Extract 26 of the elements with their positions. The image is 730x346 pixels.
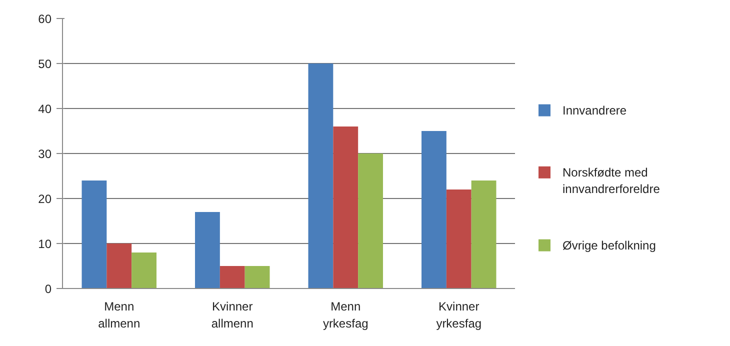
bar: [422, 131, 446, 288]
bar: [308, 64, 334, 288]
y-tick-label: 50: [38, 57, 52, 71]
y-tick-label: 40: [38, 102, 52, 116]
legend-label: Innvandrere: [562, 103, 627, 118]
bar: [244, 266, 270, 288]
bar: [446, 190, 472, 288]
y-tick-label: 20: [38, 192, 52, 206]
legend-label: Norskfødte med innvandrerforeldre: [562, 165, 660, 196]
y-tick-label: 0: [44, 282, 52, 296]
bar: [106, 244, 132, 288]
bar: [82, 180, 107, 288]
y-tick-label: 30: [38, 147, 52, 161]
bar: [358, 154, 383, 288]
bar: [132, 252, 156, 288]
bar: [471, 180, 496, 288]
x-tick-label: Menn yrkesfag: [322, 300, 368, 330]
bar: [333, 126, 358, 288]
legend-label: Øvrige befolkning: [562, 238, 656, 252]
y-tick-label: 60: [38, 12, 52, 26]
bar: [220, 266, 245, 288]
x-tick-label: Menn allmenn: [98, 300, 140, 330]
bar: [195, 212, 220, 288]
x-tick-label: Kvinner allmenn: [211, 300, 254, 330]
x-tick-label: Kvinner yrkesfag: [436, 300, 482, 330]
y-tick-label: 10: [38, 237, 52, 251]
